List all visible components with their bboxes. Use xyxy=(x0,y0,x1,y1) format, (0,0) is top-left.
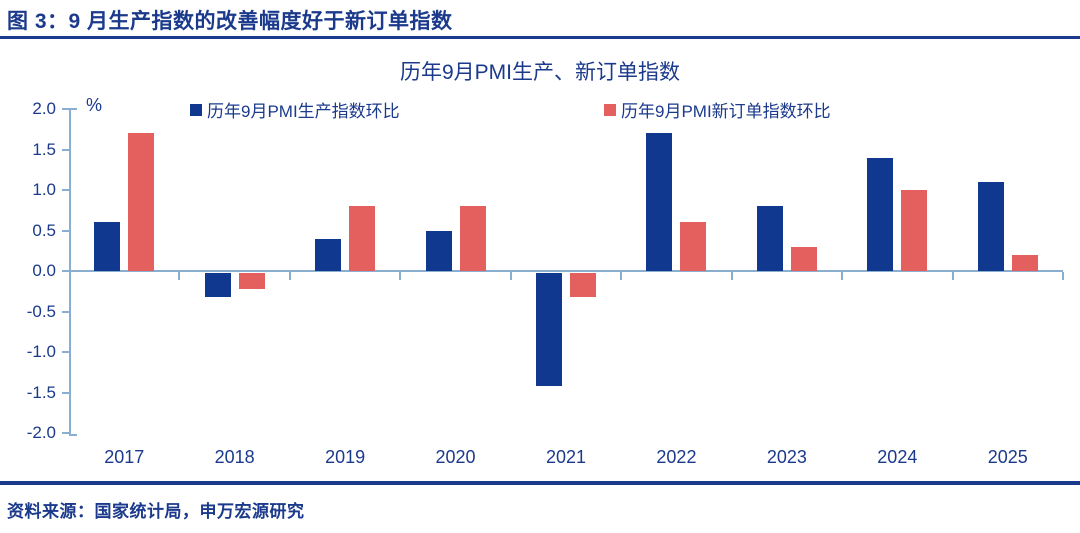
bar-new-orders xyxy=(349,206,376,271)
y-axis-tick xyxy=(62,391,69,394)
figure-bottom-rule xyxy=(0,481,1080,485)
y-axis-tick xyxy=(62,270,69,272)
bar-production xyxy=(536,273,562,387)
bar-production xyxy=(867,157,894,271)
bar-new-orders xyxy=(790,246,817,271)
title-underline xyxy=(0,36,1080,39)
y-axis-tick xyxy=(62,108,69,110)
y-axis-tick-label: 0.5 xyxy=(32,220,56,240)
x-axis-tick xyxy=(620,272,623,280)
legend-item-production: 历年9月PMI生产指数环比 xyxy=(190,97,400,122)
y-axis-bottom-cap xyxy=(69,434,77,436)
x-axis-category-label: 2024 xyxy=(877,447,918,467)
source-note: 资料来源：国家统计局，申万宏源研究 xyxy=(7,502,305,521)
legend-item-new-orders: 历年9月PMI新订单指数环比 xyxy=(604,97,831,122)
x-axis-tick xyxy=(841,272,844,280)
bar-production xyxy=(94,222,121,271)
x-axis-category-label: 2017 xyxy=(104,447,145,467)
x-axis-category-label: 2019 xyxy=(325,447,366,467)
y-axis-tick-label: 0.0 xyxy=(32,261,56,280)
y-axis-top-cap xyxy=(69,108,77,110)
y-axis-tick-label: -0.5 xyxy=(26,301,56,321)
bar-production xyxy=(315,238,342,271)
y-axis-tick-label: 1.5 xyxy=(32,139,56,159)
y-axis-tick-label: -1.5 xyxy=(26,382,56,402)
legend-label-new-orders: 历年9月PMI新订单指数环比 xyxy=(621,102,831,121)
legend-label-production: 历年9月PMI生产指数环比 xyxy=(207,102,400,121)
bar-production xyxy=(646,133,673,271)
y-axis-tick xyxy=(62,351,69,353)
x-axis-category-label: 2025 xyxy=(987,447,1028,467)
chart-title: 历年9月PMI生产、新订单指数 xyxy=(399,61,680,84)
y-axis-tick xyxy=(62,189,69,191)
bar-new-orders xyxy=(680,222,707,271)
y-axis-tick-label: -2.0 xyxy=(26,423,56,442)
y-axis-tick xyxy=(62,148,69,151)
bar-production xyxy=(977,181,1004,271)
y-axis-tick xyxy=(62,432,69,434)
bar-production xyxy=(425,230,452,271)
bar-new-orders xyxy=(570,273,596,298)
bar-new-orders xyxy=(459,206,486,271)
bar-new-orders xyxy=(901,190,928,271)
x-axis-category-label: 2022 xyxy=(656,447,697,467)
y-axis-tick-label: 1.0 xyxy=(32,180,56,199)
x-axis-zero-line xyxy=(69,270,1063,272)
x-axis-tick xyxy=(951,272,954,280)
bar-new-orders xyxy=(128,133,155,271)
x-axis-tick xyxy=(1062,272,1064,280)
legend-swatch-production xyxy=(190,103,202,116)
y-axis-tick-label: 2.0 xyxy=(32,99,56,118)
x-axis-tick xyxy=(730,272,733,280)
x-axis-tick xyxy=(178,272,181,280)
x-axis-tick xyxy=(288,272,291,280)
bar-new-orders xyxy=(238,273,265,290)
y-axis-tick xyxy=(62,310,69,313)
y-axis-unit-label: % xyxy=(86,95,103,115)
legend-swatch-new-orders xyxy=(604,103,616,116)
x-axis-category-label: 2020 xyxy=(435,447,476,467)
bar-production xyxy=(756,206,783,271)
y-axis-tick xyxy=(62,229,69,232)
x-axis-category-label: 2018 xyxy=(214,447,255,467)
figure-title: 图 3：9 月生产指数的改善幅度好于新订单指数 xyxy=(7,10,453,33)
x-axis-tick xyxy=(399,272,402,280)
y-axis-tick-label: -1.0 xyxy=(26,342,56,361)
x-axis-category-label: 2021 xyxy=(545,447,587,467)
bar-new-orders xyxy=(1011,254,1038,271)
bar-production xyxy=(204,273,231,298)
x-axis-tick xyxy=(509,272,512,280)
x-axis-category-label: 2023 xyxy=(766,447,807,467)
